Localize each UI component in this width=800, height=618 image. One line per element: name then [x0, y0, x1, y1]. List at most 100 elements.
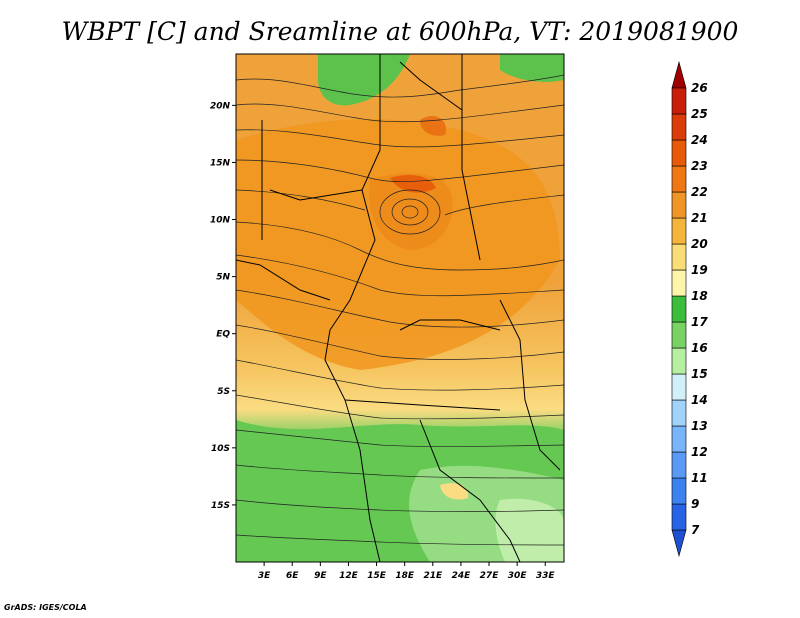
colorbar-swatch	[671, 477, 687, 505]
colorbar-label: 24	[691, 133, 708, 147]
x-tick-label: 12E	[339, 571, 359, 581]
wbpt-17-northeast-region	[500, 54, 564, 82]
x-axis: 3E 6E 9E 12E 15E 18E 21E 24E 27E 30E 33E	[258, 562, 556, 581]
x-tick-label: 33E	[536, 571, 556, 581]
border-line	[461, 54, 481, 261]
colorbar: 7 9 11 12 13 14 15 16 17 18 19 20 21 22 23 24 25 26	[671, 60, 708, 558]
streamline	[236, 189, 366, 211]
wbpt-15-region	[495, 498, 564, 562]
colorbar-swatch	[671, 295, 687, 323]
streamline	[236, 394, 564, 420]
colorbar-label: 14	[691, 393, 708, 407]
x-tick-label: 9E	[314, 571, 327, 581]
x-tick-label: 18E	[395, 571, 415, 581]
colorbar-swatch	[671, 503, 687, 531]
streamline-vortex	[379, 189, 441, 235]
streamline	[236, 289, 564, 328]
colorbar-label: 9	[691, 497, 699, 511]
x-tick-label: 3E	[258, 571, 271, 581]
y-tick-label: 5S	[217, 387, 230, 397]
streamline	[236, 359, 564, 391]
colorbar-label: 20	[691, 237, 708, 251]
colorbar-swatch	[671, 373, 687, 401]
colorbar-swatch	[671, 165, 687, 193]
x-tick-label: 15E	[367, 571, 387, 581]
streamline	[444, 194, 564, 216]
colorbar-swatch	[671, 243, 687, 271]
x-tick-label: 30E	[508, 571, 528, 581]
x-tick-label: 24E	[452, 571, 472, 581]
colorbar-label: 18	[691, 289, 708, 303]
wbpt-23-spot	[390, 175, 436, 193]
colorbar-label: 26	[691, 81, 708, 95]
colorbar-swatch	[671, 425, 687, 453]
border-line	[419, 419, 521, 562]
colorbar-label: 12	[691, 445, 708, 459]
streamline-vortex	[401, 205, 419, 219]
colorbar-swatch	[671, 347, 687, 375]
colorbar-label: 23	[691, 159, 708, 173]
border-line	[399, 319, 501, 331]
y-tick-label: EQ	[216, 330, 230, 340]
streamline-vortex	[391, 198, 429, 226]
colorbar-label: 13	[691, 419, 708, 433]
colorbar-label: 17	[691, 315, 708, 329]
borders	[236, 54, 561, 562]
colorbar-label: 25	[691, 107, 708, 121]
colorbar-min-arrow	[671, 529, 687, 558]
border-line	[344, 399, 501, 411]
streamlines	[236, 74, 564, 546]
chart-title: WBPT [C] and Sreamline at 600hPa, VT: 20…	[62, 17, 739, 46]
y-axis: 20N 15N 10N 5N EQ 5S 10S 15S	[210, 101, 236, 511]
colorbar-swatch	[671, 321, 687, 349]
streamline	[236, 324, 564, 360]
streamline	[236, 534, 564, 546]
border-line	[399, 61, 463, 111]
wbpt-22-region	[369, 173, 453, 250]
y-tick-label: 15S	[211, 501, 230, 511]
colorbar-label: 19	[691, 263, 708, 277]
colorbar-swatch	[671, 269, 687, 297]
streamline	[236, 464, 564, 479]
y-tick-label: 5N	[216, 273, 230, 283]
colorbar-label: 16	[691, 341, 708, 355]
colorbar-swatch	[671, 451, 687, 479]
streamline	[236, 499, 564, 512]
colorbar-swatch	[671, 399, 687, 427]
map-frame	[235, 53, 565, 563]
border-line	[269, 189, 363, 201]
colorbar-label: 11	[691, 471, 708, 485]
border-line	[499, 299, 561, 471]
colorbar-swatch	[671, 113, 687, 141]
colorbar-label: 7	[691, 523, 700, 537]
colorbar-label: 15	[691, 367, 708, 381]
colorbar-label: 21	[691, 211, 708, 225]
colorbar-label: 22	[691, 185, 708, 199]
credit-text: GrADS: IGES/COLA	[4, 603, 87, 612]
streamline	[236, 221, 564, 271]
colorbar-max-arrow	[671, 60, 687, 89]
coastline	[236, 259, 331, 301]
x-tick-label: 27E	[480, 571, 500, 581]
x-tick-label: 21E	[423, 571, 443, 581]
streamline	[236, 74, 564, 98]
streamline	[236, 159, 564, 182]
colorbar-swatch	[671, 139, 687, 167]
colorbar-swatch	[671, 87, 687, 115]
y-tick-label: 15N	[210, 158, 231, 168]
map-area	[236, 54, 564, 562]
colorbar-swatch	[671, 191, 687, 219]
x-tick-label: 6E	[286, 571, 299, 581]
wbpt-17-north-region	[318, 54, 410, 106]
streamline	[236, 429, 564, 447]
border-line	[329, 54, 381, 331]
y-tick-label: 10N	[210, 216, 231, 226]
y-tick-label: 10S	[211, 444, 230, 454]
y-tick-label: 20N	[210, 101, 231, 111]
coastline	[324, 329, 381, 562]
wbpt-19-spot	[440, 483, 469, 500]
colorbar-swatch	[671, 217, 687, 245]
streamline	[236, 254, 564, 297]
streamline	[236, 103, 564, 123]
